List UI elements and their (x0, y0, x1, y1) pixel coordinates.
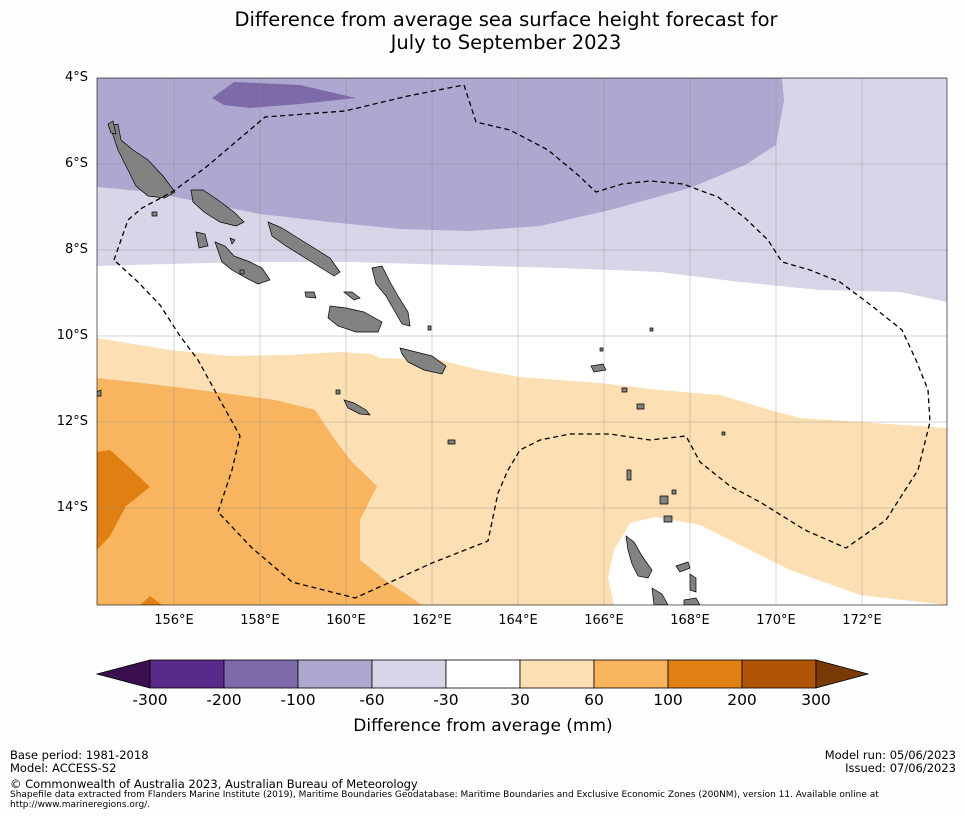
colorbar-tick: -60 (359, 691, 385, 709)
island-new-georgia (195, 231, 209, 249)
island-guadalcanal (327, 305, 383, 333)
lon-label-156e: 156°E (154, 613, 194, 628)
island-islet-b (239, 269, 245, 275)
island-ambae (675, 561, 691, 573)
anomaly-region-plus100-small (140, 596, 162, 605)
island-bellona (335, 389, 341, 395)
anomaly-region-minus60 (97, 78, 784, 231)
island-islet-e (649, 327, 654, 332)
colorbar-tick: -200 (206, 691, 242, 709)
colorbar-tick: 30 (510, 691, 530, 709)
colorbar-bin-3 (297, 659, 373, 689)
island-ambrym (683, 597, 701, 605)
colorbar-tick: 100 (653, 691, 683, 709)
colorbar-tick: 300 (801, 691, 831, 709)
colorbar-bin-2 (223, 659, 299, 689)
colorbar-tick: 200 (727, 691, 757, 709)
colorbar-label: Difference from average (mm) (353, 716, 613, 736)
chart-title-line-1: Difference from average sea surface heig… (234, 8, 778, 31)
colorbar-tick: 60 (584, 691, 604, 709)
island-bougainville (109, 123, 176, 199)
lat-label-14s: 14°S (56, 500, 88, 515)
base-period-text: Base period: 1981-2018 (10, 748, 149, 762)
island-choiseul (190, 189, 245, 227)
island-islet-a (151, 211, 158, 217)
lat-label-10s: 10°S (56, 328, 88, 343)
island-islet-h (721, 431, 726, 436)
colorbar-bin-1 (149, 659, 225, 689)
colorbar-bin-8 (667, 659, 743, 689)
lon-label-162e: 162°E (412, 613, 452, 628)
colorbar-extend-low (95, 659, 151, 689)
lon-label-160e: 160°E (326, 613, 366, 628)
island-islet-g (671, 489, 677, 495)
island-pentecost (689, 573, 697, 593)
anomaly-region-plus60 (97, 378, 422, 605)
island-banks (659, 495, 669, 505)
colorbar-tick: -30 (433, 691, 459, 709)
colorbar-bin-5 (445, 659, 521, 689)
marineregions-url: http://www.marineregions.org/. (10, 800, 151, 810)
island-malekula (651, 587, 669, 605)
colorbar-tick: -100 (280, 691, 316, 709)
island-florida (343, 291, 361, 301)
colorbar-extend-high (815, 659, 870, 689)
island-torres (636, 403, 645, 410)
model-text: Model: ACCESS-S2 (10, 761, 117, 775)
map-frame (96, 77, 948, 606)
island-buka (107, 120, 117, 135)
island-santa-cruz (590, 363, 607, 373)
lat-label-12s: 12°S (56, 414, 88, 429)
eez-boundary-solomon-islands (113, 84, 931, 599)
lat-label-4s: 4°S (64, 70, 88, 85)
island-new-georgia-group (214, 241, 271, 285)
lon-label-164e: 164°E (498, 613, 538, 628)
lon-label-170e: 170°E (756, 613, 796, 628)
colorbar (95, 659, 870, 689)
island-gaua (663, 515, 673, 523)
colorbar-bin-7 (593, 659, 669, 689)
chart-title-line-2: July to September 2023 (390, 31, 622, 54)
colorbar-tick: -300 (132, 691, 168, 709)
shapefile-attribution: Shapefile data extracted from Flanders M… (10, 790, 879, 800)
lon-label-172e: 172°E (842, 613, 882, 628)
island-rossel (97, 389, 102, 397)
island-islet-j (229, 237, 236, 245)
lon-label-158e: 158°E (240, 613, 280, 628)
island-russell (304, 291, 317, 299)
anomaly-region-plus100 (97, 450, 150, 550)
colorbar-bin-4 (371, 659, 447, 689)
island-makira (399, 347, 447, 375)
island-islet-i (599, 347, 604, 352)
island-islet-f (626, 469, 632, 481)
island-islet-d (427, 325, 432, 331)
island-islet-c (447, 439, 456, 445)
lon-label-168e: 168°E (670, 613, 710, 628)
island-vanikoro (621, 387, 628, 393)
colorbar-bin-9 (741, 659, 817, 689)
island-santa-isabel (267, 221, 341, 277)
island-rennell (343, 399, 371, 416)
model-run-text: Model run: 05/06/2023 (824, 748, 956, 762)
copyright-text: © Commonwealth of Australia 2023, Austra… (10, 777, 418, 791)
anomaly-region-minus100 (212, 82, 356, 108)
island-espiritu-santo (625, 535, 653, 579)
island-malaita (371, 265, 411, 327)
colorbar-bin-6 (519, 659, 595, 689)
lat-label-8s: 8°S (64, 242, 88, 257)
issued-text: Issued: 07/06/2023 (845, 761, 956, 775)
lat-label-6s: 6°S (64, 156, 88, 171)
lon-label-166e: 166°E (584, 613, 624, 628)
